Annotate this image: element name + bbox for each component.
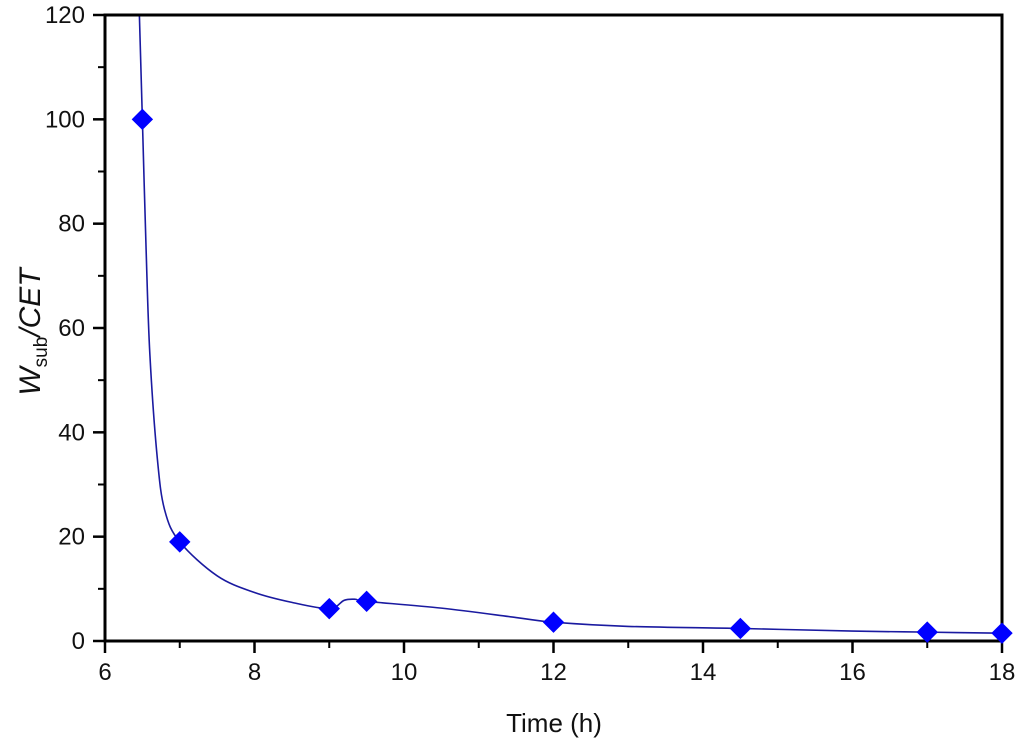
data-point-marker [542,611,565,633]
data-markers [131,108,1013,644]
y-axis-label-main: W [14,365,47,396]
x-axis-label: Time (h) [506,708,602,738]
y-tick-label: 100 [45,106,85,133]
y-tick-label: 0 [72,628,85,655]
data-point-marker [318,597,340,620]
fit-curve [138,14,1003,634]
data-point-marker [729,617,752,640]
data-point-marker [991,622,1013,644]
data-point-marker [169,531,191,553]
major-ticks [93,13,1004,653]
data-point-marker [916,621,938,643]
x-tick-label: 8 [248,659,261,686]
x-tick-label: 6 [98,659,111,686]
x-tick-label: 16 [839,659,866,686]
y-tick-label: 60 [58,315,85,342]
y-tick-label: 80 [58,211,85,238]
y-tick-label: 120 [45,2,85,29]
y-tick-labels: 0 20 40 60 80 100 120 [45,2,85,655]
data-point-marker [355,590,378,613]
minor-ticks [98,66,929,648]
y-axis-label-sub: sub [31,337,52,368]
y-axis-label-rest: /CET [14,266,47,339]
x-tick-label: 14 [690,659,717,686]
x-tick-labels: 6 8 10 12 14 16 18 [98,659,1015,686]
y-axis-label: Wsub/CET [14,266,52,396]
x-tick-label: 10 [391,659,418,686]
plot-frame [103,13,1004,643]
x-tick-label: 12 [540,659,567,686]
x-tick-label: 18 [989,659,1016,686]
y-tick-label: 40 [58,419,85,446]
y-tick-label: 20 [58,524,85,551]
data-point-marker [131,108,154,131]
